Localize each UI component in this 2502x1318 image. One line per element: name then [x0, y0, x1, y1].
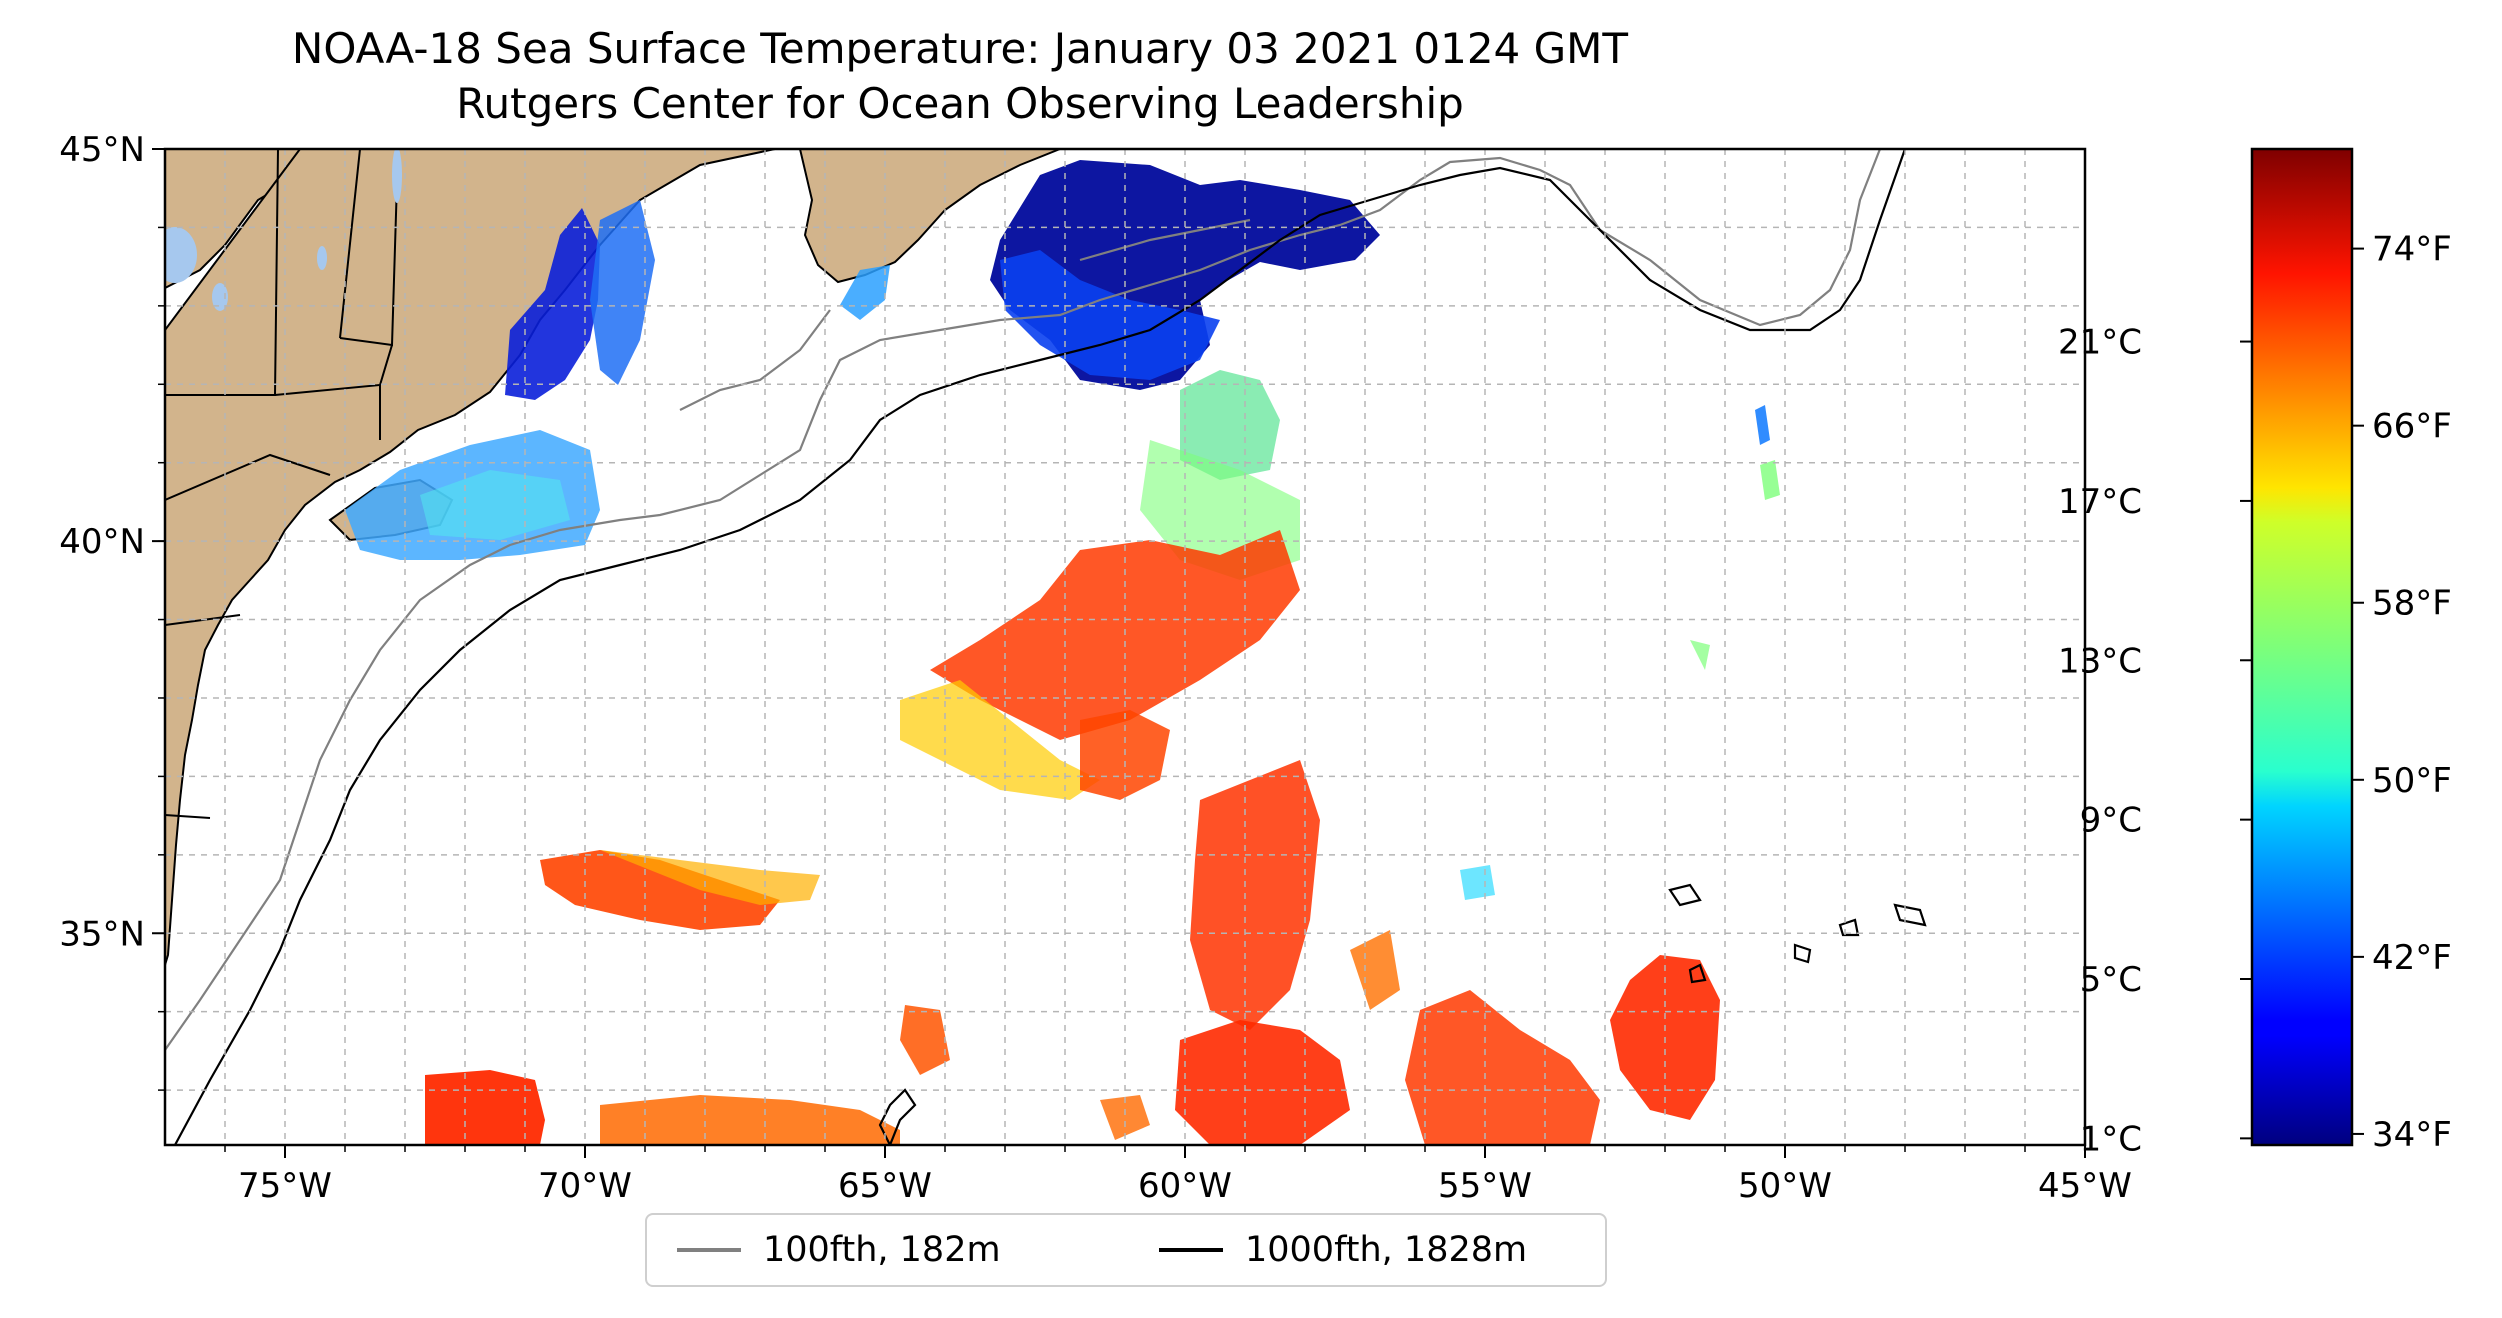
axis-ticks: 75°W 70°W 65°W 60°W 55°W 50°W 45°W 45°N 40°N 35°N — [59, 130, 2132, 1206]
celsius-tick-label: 13°C — [2058, 641, 2142, 681]
legend: 100fth, 182m 1000fth, 1828m — [645, 1213, 1607, 1287]
celsius-tick-label: 1°C — [2080, 1119, 2142, 1159]
colorbar — [2250, 147, 2354, 1147]
map-subtitle: Rutgers Center for Ocean Observing Leade… — [456, 79, 1464, 128]
legend-swatch-100fth — [677, 1248, 741, 1252]
celsius-tick-label: 9°C — [2080, 801, 2142, 841]
legend-label-1000fth: 1000fth, 1828m — [1245, 1230, 1528, 1270]
lon-tick-label: 75°W — [238, 1166, 332, 1206]
map-area — [165, 149, 2085, 1145]
lon-tick-label: 50°W — [1738, 1166, 1832, 1206]
celsius-tick-label: 21°C — [2058, 323, 2142, 363]
fahrenheit-tick-label: 66°F — [2372, 407, 2452, 447]
fahrenheit-tick-label: 42°F — [2372, 938, 2452, 978]
lon-tick-label: 65°W — [838, 1166, 932, 1206]
fahrenheit-tick-label: 74°F — [2372, 230, 2452, 270]
lat-tick-label: 40°N — [59, 522, 145, 562]
lon-tick-label: 45°W — [2038, 1166, 2132, 1206]
isobath-1000fth — [174, 149, 1927, 1145]
fahrenheit-tick-label: 34°F — [2372, 1115, 2452, 1155]
lat-tick-label: 45°N — [59, 130, 145, 170]
legend-swatch-1000fth — [1159, 1248, 1223, 1252]
lakes — [165, 149, 402, 311]
lat-tick-label: 35°N — [59, 914, 145, 954]
fahrenheit-tick-label: 50°F — [2372, 761, 2452, 801]
celsius-tick-label: 5°C — [2080, 960, 2142, 1000]
legend-label-100fth: 100fth, 182m — [763, 1230, 1001, 1270]
map-title: NOAA-18 Sea Surface Temperature: January… — [291, 24, 1629, 73]
celsius-tick-label: 17°C — [2058, 482, 2142, 522]
land-mass — [798, 149, 1061, 284]
colorbar-ticks: 34°F 42°F 50°F 58°F 66°F 74°F 1°C 5°C 9°C 13°C 17°… — [2058, 230, 2452, 1160]
isobath-100fth — [165, 149, 1882, 1051]
gridlines — [165, 149, 2085, 1145]
fahrenheit-tick-label: 58°F — [2372, 584, 2452, 624]
legend-item-1000fth: 1000fth, 1828m — [1159, 1215, 1527, 1285]
lon-tick-label: 60°W — [1138, 1166, 1232, 1206]
lon-tick-label: 70°W — [538, 1166, 632, 1206]
legend-item-100fth: 100fth, 182m — [677, 1215, 1001, 1285]
lon-tick-label: 55°W — [1438, 1166, 1532, 1206]
